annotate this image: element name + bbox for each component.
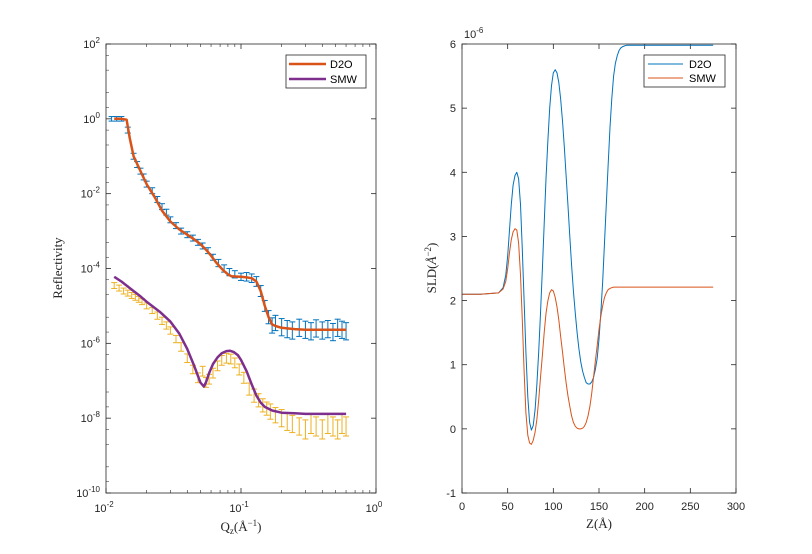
reflectivity-y-tick-label: 10-4 [81, 261, 101, 276]
legend-label-smw: SMW [330, 74, 358, 86]
reflectivity-y-tick-label: 102 [83, 36, 100, 51]
sld-x-tick-label: 200 [635, 501, 653, 513]
sld-y-tick-label: 1 [450, 360, 456, 372]
sld-y-tick-label: 2 [450, 296, 456, 308]
sld-x-tick-label: 100 [544, 501, 562, 513]
reflectivity-legend-box [285, 54, 367, 89]
reflectivity-data-layer [108, 116, 350, 440]
reflectivity-xlabel: Qz(Å−1) [220, 518, 261, 536]
sld-ylabel: SLD(Å−2) [423, 243, 439, 294]
sld-legend-box [643, 54, 726, 88]
sld-data-layer [462, 44, 714, 445]
reflectivity-y-tick-label: 100 [83, 111, 100, 126]
reflectivity-plot-area [106, 44, 376, 493]
sld-y-tick-label: 6 [450, 39, 456, 51]
reflectivity-y-tick-label: 10-6 [81, 335, 101, 350]
legend-label-sld-smw: SMW [689, 73, 717, 85]
sld-line-smw [462, 228, 714, 445]
sld-axes-box [461, 43, 737, 494]
sld-y-tick-label: 5 [450, 103, 456, 115]
reflectivity-axes: 10-2 10-1 100 102 100 10-2 10-4 10-6 10-8 10-10 Q… [50, 36, 383, 536]
reflectivity-ticks: 10-2 10-1 100 102 100 10-2 10-4 10-6 10-8 10-10 [76, 36, 383, 515]
sld-y-tick-label: 3 [450, 231, 456, 243]
sld-x-tick-label: 250 [681, 501, 699, 513]
reflectivity-legend: D2O SMW [285, 54, 367, 89]
reflectivity-x-tick-label: 10-2 [94, 500, 114, 515]
reflectivity-x-tick-label: 10-1 [229, 500, 249, 515]
legend-label-sld-d2o: D2O [689, 59, 712, 71]
reflectivity-ylabel: Reflectivity [50, 237, 65, 299]
reflectivity-y-tick-label: 10-10 [76, 485, 100, 500]
sld-y-exponent: 10-6 [464, 26, 484, 41]
reflectivity-x-tick-label: 100 [366, 500, 383, 515]
sld-legend: D2O SMW [643, 54, 726, 88]
fit-line-smw [113, 275, 347, 416]
sld-xlabel: Z(Å) [586, 516, 612, 531]
sld-x-tick-label: 50 [502, 501, 514, 513]
reflectivity-y-tick-label: 10-8 [81, 410, 101, 425]
sld-x-tick-label: 150 [590, 501, 608, 513]
sld-y-tick-label: -1 [446, 488, 456, 500]
fit-line-d2o [114, 117, 347, 332]
legend-label-d2o: D2O [330, 59, 353, 71]
sld-y-tick-label: 4 [450, 167, 456, 179]
sld-x-tick-label: 300 [727, 501, 745, 513]
sld-line-d2o [462, 44, 714, 431]
reflectivity-y-tick-label: 10-2 [81, 186, 101, 201]
sld-y-tick-label: 0 [450, 424, 456, 436]
sld-x-tick-label: 0 [459, 501, 465, 513]
sld-plot-area [462, 44, 736, 493]
reflectivity-axes-box [105, 43, 377, 494]
